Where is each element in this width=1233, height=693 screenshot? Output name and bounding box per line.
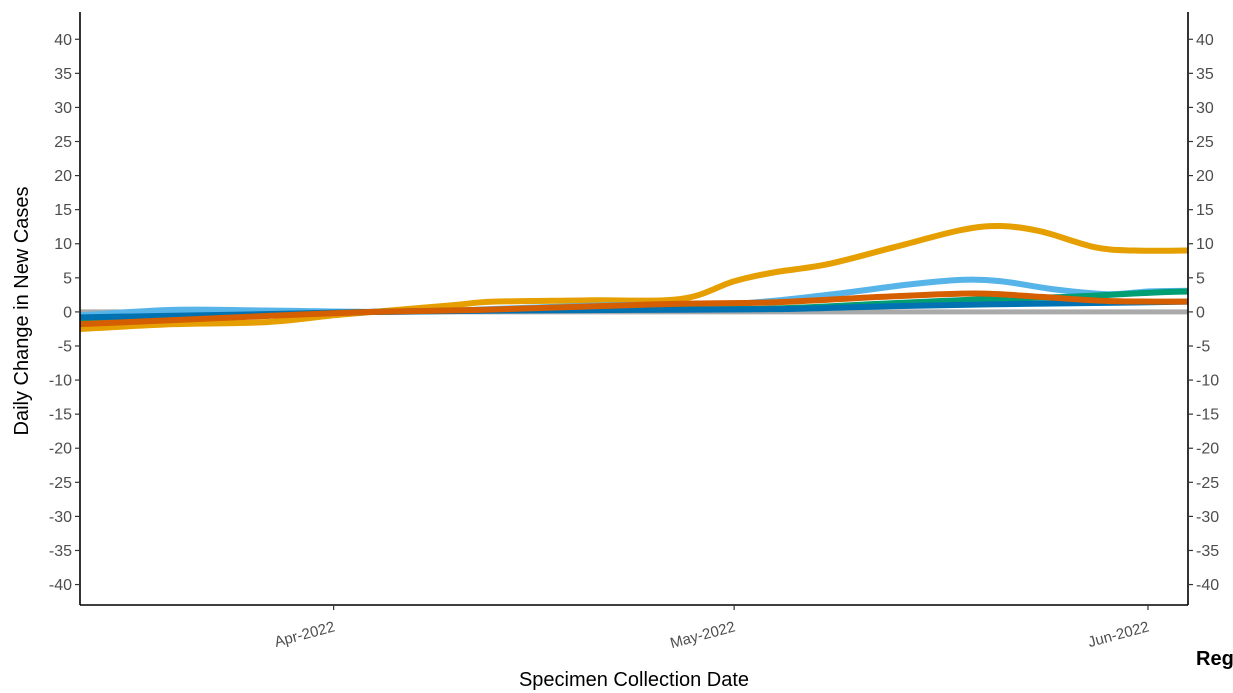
y-tick-label-right: -10 [1196,373,1219,390]
x-tick-label: Apr-2022 [273,618,337,650]
y-tick-label-left: 40 [54,32,72,49]
y-tick-label-left: -30 [49,509,72,526]
y-tick-label-right: 15 [1196,202,1214,219]
y-tick-label-right: 25 [1196,134,1214,151]
y-tick-label-right: -15 [1196,407,1219,424]
y-tick-label-left: 15 [54,202,72,219]
y-tick-label-right: 5 [1196,270,1205,287]
y-tick-label-right: -35 [1196,543,1219,560]
y-tick-label-left: 5 [63,270,72,287]
series-line-5 [79,290,1189,328]
x-axis-title: Specimen Collection Date [519,669,749,691]
x-tick-label: May-2022 [668,618,737,652]
series-lines [79,222,1189,332]
y-tick-label-right: 35 [1196,66,1214,83]
x-axis-ticks: Apr-2022 May-2022 Jun-2022 [273,605,1151,652]
y-tick-label-right: -25 [1196,475,1219,492]
y-tick-label-right: -20 [1196,441,1219,458]
y-tick-label-left: -5 [58,338,72,355]
y-tick-label-right: 10 [1196,236,1214,253]
y-tick-label-right: 0 [1196,304,1205,321]
y-axis-right-ticks: 40 35 30 25 20 15 10 5 0 -5 -10 -15 -20 -25 -30 -35 -40 [1188,32,1219,594]
x-tick-label: Jun-2022 [1086,618,1151,651]
y-tick-label-left: 10 [54,236,72,253]
y-axis-title: Daily Change in New Cases [11,186,33,435]
y-tick-label-left: -10 [49,373,72,390]
y-tick-label-right: -40 [1196,577,1219,594]
y-tick-label-right: -30 [1196,509,1219,526]
y-tick-label-right: 40 [1196,32,1214,49]
y-tick-label-left: -25 [49,475,72,492]
axes [79,12,1189,606]
y-tick-label-left: 30 [54,100,72,117]
legend-title-partial: Reg [1196,648,1233,670]
y-axis-left-ticks: 40 35 30 25 20 15 10 5 0 -5 -10 -15 -20 -25 -30 -35 -40 [49,32,80,594]
y-tick-label-left: 20 [54,168,72,185]
y-tick-label-left: -15 [49,407,72,424]
y-tick-label-left: -40 [49,577,72,594]
y-tick-label-right: -5 [1196,338,1210,355]
y-tick-label-right: 20 [1196,168,1214,185]
y-tick-label-right: 30 [1196,100,1214,117]
y-tick-label-left: -20 [49,441,72,458]
y-tick-label-left: 35 [54,66,72,83]
y-tick-label-left: -35 [49,543,72,560]
y-tick-label-left: 25 [54,134,72,151]
y-tick-label-left: 0 [63,304,72,321]
